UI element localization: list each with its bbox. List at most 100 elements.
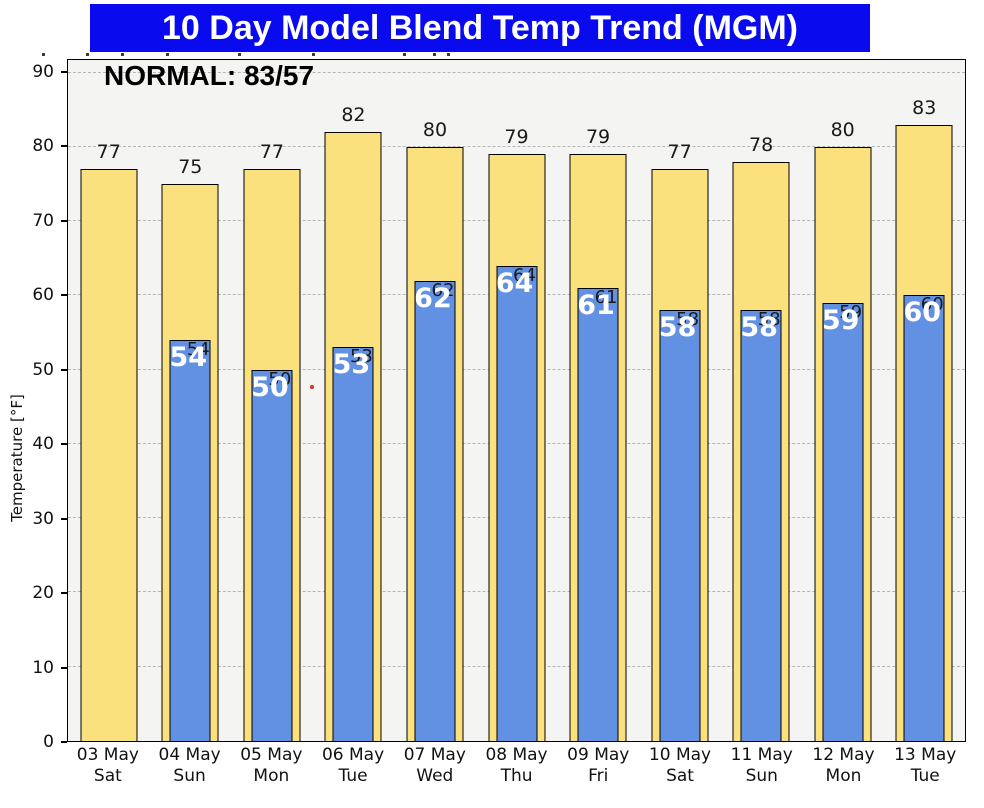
gridline-80 (68, 145, 965, 147)
chart-title: 10 Day Model Blend Temp Trend (MGM) (162, 8, 798, 47)
hidden-text-mark (86, 53, 89, 56)
y-tick-mark (61, 219, 67, 222)
low-bar (903, 295, 945, 741)
high-value-label: 78 (749, 133, 774, 156)
y-tick-mark (61, 666, 67, 669)
x-tick-day: Mon (253, 766, 290, 786)
low-bar (577, 288, 619, 741)
x-tick-date: 12 May (812, 745, 875, 765)
high-bar (80, 169, 138, 741)
y-tick-label-30: 30 (32, 508, 54, 529)
y-tick-label-10: 10 (32, 657, 54, 678)
y-tick-mark (61, 592, 67, 595)
x-tick-label-08-May: 08 May Thu (476, 745, 558, 787)
y-axis-title: Temperature [°F] (8, 394, 26, 522)
low-value-label-thin: 59 (839, 301, 863, 323)
low-value-label: 61 (577, 290, 615, 321)
y-tick-label-20: 20 (32, 583, 54, 604)
x-tick-label-10-May: 10 May Sat (639, 745, 721, 787)
x-tick-date: 04 May (158, 745, 221, 765)
high-value-label: 79 (504, 126, 529, 149)
x-tick-date: 06 May (321, 745, 385, 765)
low-value-label-thin: 54 (186, 338, 210, 360)
low-value-label-thin: 58 (676, 309, 700, 331)
bar-group-03-May: 77 (68, 60, 150, 741)
low-bar (251, 369, 293, 741)
x-tick-date: 13 May (894, 745, 957, 765)
title-banner: 10 Day Model Blend Temp Trend (MGM) (90, 4, 870, 52)
x-tick-day: Sun (173, 766, 206, 786)
y-tick-mark (61, 741, 67, 743)
high-value-label: 82 (341, 104, 366, 127)
x-tick-day: Sat (93, 766, 122, 786)
high-value-label: 75 (178, 156, 203, 179)
x-tick-day: Sun (745, 766, 778, 786)
low-value-label: 59 (821, 304, 860, 336)
low-value-label-thin: 58 (757, 309, 781, 331)
x-tick-date: 07 May (403, 745, 466, 765)
bar-group-13-May: 83 60 60 (883, 60, 965, 741)
x-tick-label-03-May: 03 May Sat (67, 745, 149, 787)
hidden-text-mark (121, 53, 124, 56)
x-tick-day: Mon (825, 766, 862, 786)
bar-group-10-May: 77 58 58 (639, 60, 721, 741)
y-tick-label-40: 40 (32, 434, 54, 455)
y-tick-mark (61, 294, 67, 297)
low-bar (169, 339, 211, 741)
x-tick-day: Fri (588, 766, 609, 786)
x-tick-date: 09 May (567, 745, 630, 765)
bar-group-08-May: 79 64 64 (476, 60, 558, 741)
x-tick-day: Tue (338, 766, 368, 786)
y-tick-label-80: 80 (32, 136, 54, 157)
bars: 77 75 54 54 77 50 50 82 53 53 80 62 62 79 64 64 79 61 61 77… (68, 60, 965, 741)
y-tick-label-60: 60 (32, 285, 54, 306)
low-bar (822, 302, 864, 741)
high-value-label: 77 (259, 141, 284, 164)
x-tick-date: 10 May (648, 745, 712, 765)
gridline-90 (68, 71, 965, 73)
low-value-label-thin: 60 (920, 294, 944, 316)
low-value-label: 62 (414, 282, 452, 314)
low-value-label: 60 (903, 297, 942, 329)
y-tick-mark (61, 70, 67, 73)
bar-group-12-May: 80 59 59 (802, 60, 884, 741)
hidden-text-mark (312, 53, 315, 56)
low-value-label-thin: 64 (513, 264, 536, 286)
y-tick-label-70: 70 (32, 210, 54, 231)
x-tick-label-11-May: 11 May Sun (721, 745, 803, 787)
x-tick-date: 05 May (240, 745, 303, 765)
y-tick-label-0: 0 (43, 732, 54, 752)
high-value-label: 79 (585, 126, 611, 149)
hidden-text-mark (238, 53, 241, 56)
bar-group-06-May: 82 53 53 (313, 60, 395, 741)
low-bar (496, 265, 537, 741)
x-tick-day: Sat (666, 766, 694, 786)
bar-group-11-May: 78 58 58 (720, 60, 802, 741)
x-tick-day: Wed (416, 766, 454, 786)
x-tick-label-06-May: 06 May Tue (312, 745, 394, 787)
high-value-label: 77 (667, 141, 692, 164)
normal-annotation: NORMAL: 83/57 (104, 60, 315, 91)
hidden-text-mark (403, 53, 406, 56)
y-axis: Temperature [°F] 0 10 20 30 40 50 60 70 80 90 (0, 59, 67, 752)
x-tick-date: 03 May (76, 745, 139, 765)
x-axis: 03 May Sat 04 May Sun 05 May Mon 06 May Tue 07 M… (67, 745, 966, 787)
x-tick-label-12-May: 12 May Mon (803, 745, 885, 787)
x-tick-label-13-May: 13 May Tue (884, 745, 966, 787)
y-tick-mark (61, 368, 67, 371)
hidden-text-mark (166, 53, 169, 56)
y-tick-mark (61, 145, 67, 148)
x-tick-date: 08 May (485, 745, 548, 765)
low-bar (740, 310, 782, 741)
low-bar (332, 347, 374, 741)
low-value-label: 64 (495, 267, 534, 299)
bar-group-09-May: 79 61 61 (557, 60, 639, 741)
low-value-label: 58 (658, 312, 697, 344)
x-tick-label-07-May: 07 May Wed (394, 745, 476, 787)
plot-area: 77 75 54 54 77 50 50 82 53 53 80 62 62 79 64 64 79 61 61 77… (67, 59, 966, 742)
low-value-label: 58 (740, 312, 778, 344)
x-tick-label-04-May: 04 May Sun (149, 745, 231, 787)
low-value-label-thin: 53 (349, 346, 373, 368)
low-value-label-thin: 62 (431, 279, 455, 301)
